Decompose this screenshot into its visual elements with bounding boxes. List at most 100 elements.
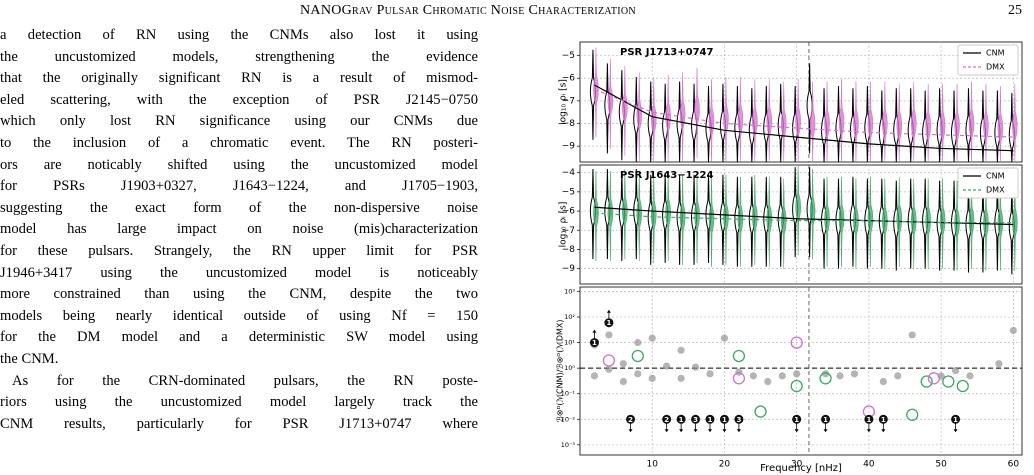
bayes-factor-point [790,336,803,349]
violin [780,178,787,269]
bayes-factor-point [966,372,974,380]
y-tick-label: −6 [562,74,576,84]
violin [708,176,715,267]
x-axis-label: Frequency [nHz] [760,463,842,474]
limit-point [604,318,614,328]
limit-point [951,414,961,424]
bayes-factor-point [648,334,656,342]
legend-label: CNM [986,49,1005,58]
violin [752,174,758,265]
violin [939,83,946,163]
text-line: for these pulsars. Strangely, the RN upp… [0,243,478,259]
bayes-factor-point [605,365,613,373]
violin [694,172,700,263]
limit-point [878,414,888,424]
text-line: to the inclusion of a chromatic event. T… [0,135,478,151]
arrow-head [693,429,698,433]
y-tick-label: −8 [562,119,576,129]
violin [997,86,1004,163]
violin [983,180,989,271]
bayes-factor-point [942,375,955,388]
plot-frame [579,286,1023,456]
violin [622,169,628,260]
limit-count: 3 [693,416,698,424]
violin [795,165,801,256]
limit-count: 1 [881,416,886,424]
bayes-factor-point [920,375,933,388]
violin [867,176,874,267]
violin [997,180,1004,271]
bayes-factor-point [691,363,700,371]
text-line: the uncustomized models, strengthening t… [0,48,478,65]
bayes-factor-point [956,379,969,393]
limit-count: 1 [592,339,597,347]
y-tick-label: 10⁻³ [561,441,576,449]
y-axis-label: log₁₀ ρᵢ [s] [559,79,569,125]
arrow-head [606,309,611,313]
text-line: for PSRs J1903+0327, J1643−1224, and J17… [0,178,478,195]
violin [795,79,801,163]
violin [939,178,946,269]
limit-point [626,414,636,424]
violin [752,79,758,163]
limit-count: 1 [606,319,611,327]
bayes-factor-point [634,339,642,347]
panel-title: PSR J1713+0747 [620,47,714,58]
limit-point [864,414,874,424]
running-title: NANOGrav Pulsar Chromatic Noise Characte… [300,3,636,18]
violin [882,81,888,163]
x-tick-label: 10 [646,460,658,470]
bayes-factor-point [634,370,642,378]
bayes-factor-point [735,368,743,376]
limit-count: 1 [708,416,713,424]
text-line: eled scattering, with the exception of P… [0,91,478,108]
violin [607,58,614,149]
violin [954,180,960,271]
bayes-factor-point [1009,326,1017,335]
bayes-factor-point [677,346,685,354]
legend-label: CNM [986,172,1005,181]
limit-point [821,414,831,424]
text-line: models being nearly identical outside of… [0,307,478,324]
violin [853,81,859,163]
y-tick-label: −9 [562,142,576,152]
violin [838,176,845,267]
arrow-head [953,429,958,433]
violin [766,176,773,267]
legend-label: DMX [986,63,1005,72]
limit-count: 2 [628,416,633,424]
bayes-factor-point [732,349,746,363]
arrow-head [664,429,669,433]
bayes-factor-point [602,354,616,367]
violin [806,63,813,154]
violin [983,83,989,163]
bayes-factor-point [631,349,644,363]
bayes-factor-point [720,334,729,342]
violin [925,178,931,269]
y-axis-label: ℬ⊗ᴰ(ℳCNM)/ℬ⊗ᴰ(ℳDMX) [556,319,565,422]
violin [593,47,599,138]
x-tick-label: 40 [863,460,875,470]
arrow-head [679,429,684,433]
bayes-factor-point [605,331,613,339]
text-line: As for the CRN-dominated pulsars, the RN… [12,372,478,389]
bayes-factor-point [706,370,714,378]
limit-point [792,414,802,424]
bayes-factor-point [590,372,599,380]
violin [809,81,816,163]
violin [665,170,671,261]
y-tick-label: 10² [564,313,575,321]
text-line: ors are noticably shifted using the uncu… [0,156,478,173]
bayes-factor-point [754,405,767,418]
text-line: that the originally significant RN is a … [0,70,478,87]
x-tick-label: 30 [791,460,803,470]
y-tick-label: 10³ [564,288,575,296]
violin [694,67,700,158]
y-tick-label: −5 [562,187,575,197]
arrow-head [823,429,828,433]
y-tick-label: 10⁻¹ [561,390,576,398]
text-line: more constrained than using the CNM, des… [0,286,478,303]
arrow-head [722,429,727,433]
model-line [594,84,1014,152]
